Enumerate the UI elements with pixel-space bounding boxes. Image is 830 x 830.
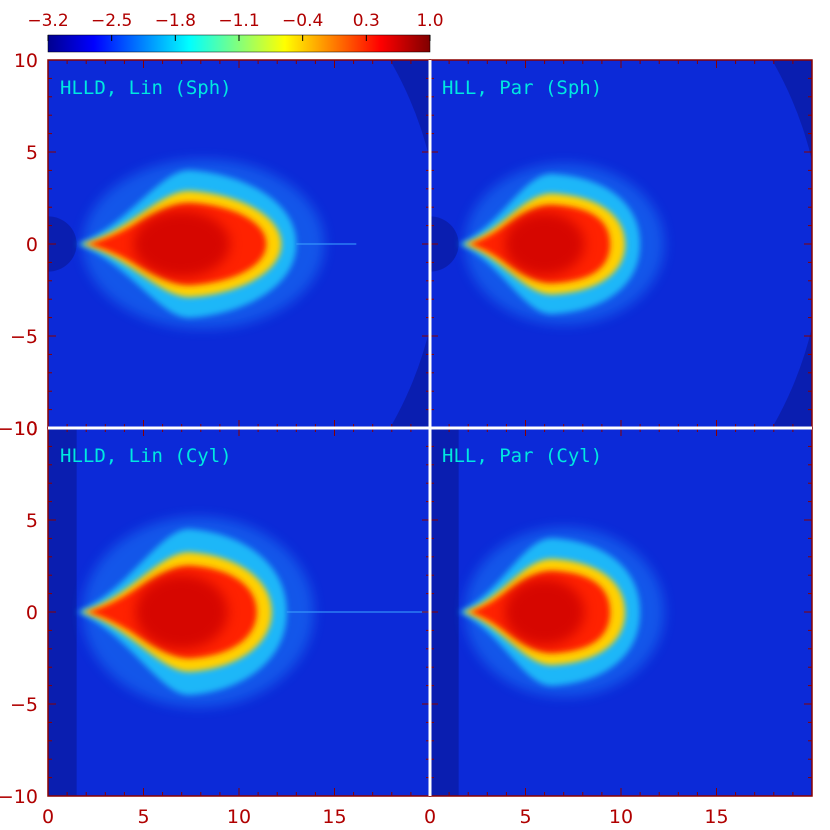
y-tick-label: −10 — [0, 786, 38, 808]
panels: HLLD, Lin (Sph) HLL, Par (Sph) HLLD, Lin (… — [47, 59, 813, 797]
y-tick-label: 0 — [26, 602, 38, 624]
colorbar-tick-label: −1.8 — [155, 11, 196, 31]
lobe-peak — [135, 574, 228, 650]
panel-title: HLLD, Lin (Sph) — [60, 77, 232, 99]
inner-boundary — [48, 216, 77, 272]
y-tick-label: 10 — [14, 50, 38, 72]
y-tick-label: −5 — [10, 694, 38, 716]
y-tick-label: 5 — [26, 510, 38, 532]
lobe-peak — [133, 210, 231, 278]
colorbar-tick-label: 1.0 — [416, 11, 443, 31]
y-tick-label: −5 — [10, 326, 38, 348]
y-tick-label: 5 — [26, 142, 38, 164]
y-tick-label: 0 — [26, 234, 38, 256]
colorbar-tick-label: −2.5 — [91, 11, 132, 31]
colorbar: −3.2 −2.5 −1.8 −1.1 −0.4 0.3 1.0 — [27, 11, 444, 53]
colorbar-ticks: −3.2 −2.5 −1.8 −1.1 −0.4 0.3 1.0 — [27, 11, 444, 41]
panel-1: HLLD, Lin (Sph) — [47, 59, 431, 429]
y-tick-label: 10 — [14, 418, 38, 440]
panel-2: HLL, Par (Sph) — [429, 59, 813, 429]
panel-title: HLL, Par (Cyl) — [442, 445, 602, 467]
x-tick-label: 10 — [609, 806, 633, 828]
lobe-peak — [504, 212, 585, 276]
inner-boundary — [430, 216, 459, 272]
colorbar-tick-label: −0.4 — [282, 11, 323, 31]
panel-title: HLLD, Lin (Cyl) — [60, 445, 232, 467]
x-tick-label: 5 — [137, 806, 149, 828]
colorbar-tick-label: 0.3 — [353, 11, 380, 31]
x-tick-label: 10 — [227, 806, 251, 828]
x-tick-label: 0 — [42, 806, 54, 828]
panel-title: HLL, Par (Sph) — [442, 77, 602, 99]
panel-3: HLLD, Lin (Cyl) — [47, 427, 431, 797]
x-tick-label: 15 — [322, 806, 346, 828]
x-tick-label: 5 — [519, 806, 531, 828]
lobe-peak — [504, 578, 585, 646]
x-tick-label: 15 — [704, 806, 728, 828]
colorbar-tick-label: −1.1 — [218, 11, 259, 31]
y-tick-label: −10 — [0, 418, 38, 440]
panel-4: HLL, Par (Cyl) — [429, 427, 813, 797]
colorbar-tick-label: −3.2 — [27, 11, 68, 31]
x-tick-label: 0 — [424, 806, 436, 828]
